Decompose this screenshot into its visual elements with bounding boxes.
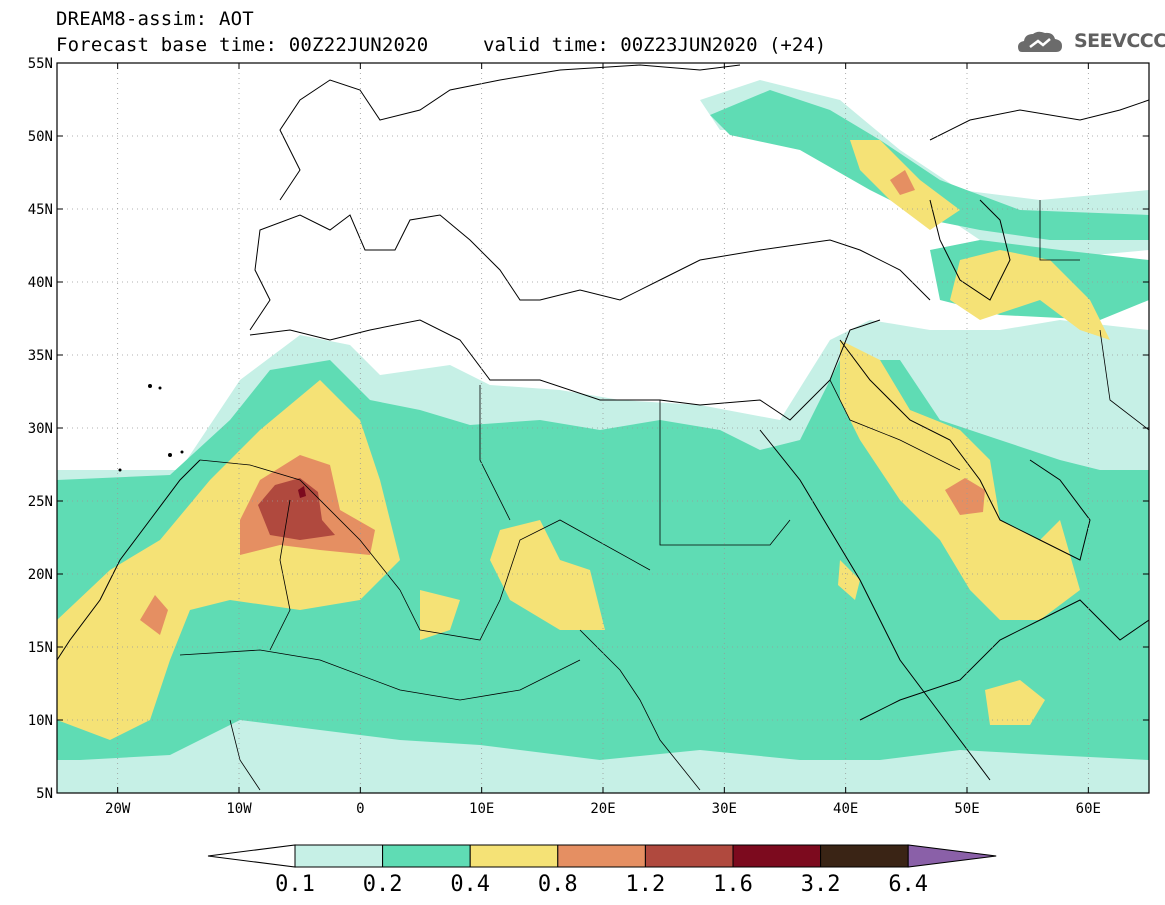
- forecast-base-time: Forecast base time: 00Z22JUN2020: [56, 34, 429, 56]
- lon-labels: 20W 10W 0 10E 20E 30E 40E 50E 60E: [105, 801, 1101, 817]
- colorbar-label: 1.6: [713, 872, 753, 897]
- cloud-logo-icon: [1018, 31, 1062, 52]
- lat-label: 45N: [28, 202, 53, 218]
- colorbar-swatch: [557, 844, 646, 868]
- colorbar-swatch: [732, 844, 822, 868]
- colorbar-label: 6.4: [888, 872, 928, 897]
- country-borders: [179, 200, 1149, 791]
- aot-level-1-2: [258, 478, 335, 540]
- lon-label: 40E: [833, 801, 858, 817]
- valid-time: valid time: 00Z23JUN2020 (+24): [483, 34, 827, 56]
- colorbar-label: 0.2: [363, 872, 403, 897]
- colorbar-swatch: [382, 844, 471, 868]
- lat-label: 35N: [28, 348, 53, 364]
- grid-lines: [57, 63, 1149, 793]
- lat-label: 20N: [28, 567, 53, 583]
- lon-label: 30E: [712, 801, 737, 817]
- lat-label: 50N: [28, 129, 53, 145]
- colorbar-label: 1.2: [626, 872, 666, 897]
- colorbar-swatch: [820, 844, 909, 868]
- lon-label: 50E: [954, 801, 979, 817]
- lon-label: 0: [356, 801, 364, 817]
- logo-text: SEEVCCC: [1074, 30, 1165, 52]
- islands: [118, 384, 184, 472]
- lat-label: 5N: [36, 786, 53, 802]
- lat-label: 15N: [28, 640, 53, 656]
- map-title: DREAM8-assim: AOT: [56, 8, 254, 30]
- lon-label: 20W: [105, 801, 131, 817]
- colorbar-labels: 0.1 0.2 0.4 0.8 1.2 1.6 3.2 6.4: [275, 872, 928, 897]
- coastlines: [57, 64, 1149, 781]
- colorbar-label: 0.8: [538, 872, 578, 897]
- aot-field: [57, 64, 1149, 793]
- colorbar-legend: [207, 844, 997, 868]
- lat-label: 10N: [28, 713, 53, 729]
- lon-label: 10E: [469, 801, 494, 817]
- lon-label: 20E: [590, 801, 615, 817]
- colorbar-swatch: [294, 844, 384, 868]
- colorbar-label: 3.2: [801, 872, 841, 897]
- lon-label: 60E: [1076, 801, 1101, 817]
- colorbar-label: 0.1: [275, 872, 315, 897]
- colorbar-under-arrow: [207, 844, 296, 868]
- lat-label: 25N: [28, 494, 53, 510]
- lat-label: 55N: [28, 56, 53, 72]
- colorbar-label: 0.4: [450, 872, 490, 897]
- axis-ticks: [57, 62, 1149, 794]
- aot-level-1-6: [298, 486, 306, 498]
- colorbar-swatch: [469, 844, 559, 868]
- colorbar-over-arrow: [907, 844, 997, 868]
- colorbar-swatch: [644, 844, 734, 868]
- lat-label: 40N: [28, 275, 53, 291]
- lat-label: 30N: [28, 421, 53, 437]
- lat-labels: 55N 50N 45N 40N 35N 30N 25N 20N 15N 10N 5N: [28, 56, 53, 802]
- lon-label: 10W: [226, 801, 252, 817]
